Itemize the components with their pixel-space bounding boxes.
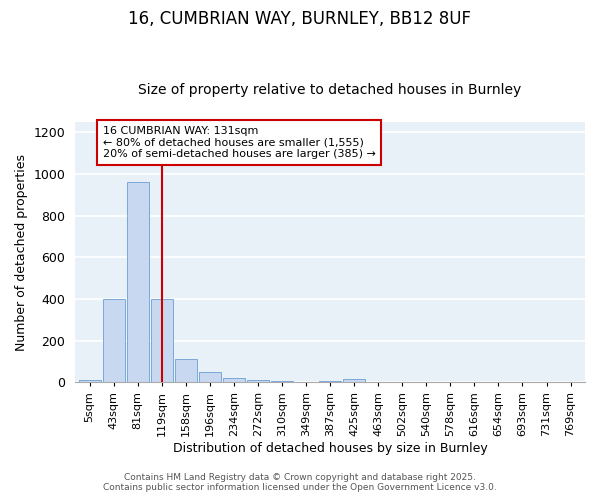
Bar bbox=[247, 380, 269, 382]
Bar bbox=[127, 182, 149, 382]
X-axis label: Distribution of detached houses by size in Burnley: Distribution of detached houses by size … bbox=[173, 442, 487, 455]
Text: 16 CUMBRIAN WAY: 131sqm
← 80% of detached houses are smaller (1,555)
20% of semi: 16 CUMBRIAN WAY: 131sqm ← 80% of detache… bbox=[103, 126, 376, 159]
Bar bbox=[103, 299, 125, 382]
Title: Size of property relative to detached houses in Burnley: Size of property relative to detached ho… bbox=[139, 83, 522, 97]
Bar bbox=[199, 372, 221, 382]
Bar bbox=[151, 299, 173, 382]
Text: Contains HM Land Registry data © Crown copyright and database right 2025.
Contai: Contains HM Land Registry data © Crown c… bbox=[103, 473, 497, 492]
Bar bbox=[271, 381, 293, 382]
Bar bbox=[343, 379, 365, 382]
Bar bbox=[223, 378, 245, 382]
Bar bbox=[79, 380, 101, 382]
Bar bbox=[175, 360, 197, 382]
Text: 16, CUMBRIAN WAY, BURNLEY, BB12 8UF: 16, CUMBRIAN WAY, BURNLEY, BB12 8UF bbox=[128, 10, 472, 28]
Bar bbox=[319, 381, 341, 382]
Y-axis label: Number of detached properties: Number of detached properties bbox=[15, 154, 28, 350]
